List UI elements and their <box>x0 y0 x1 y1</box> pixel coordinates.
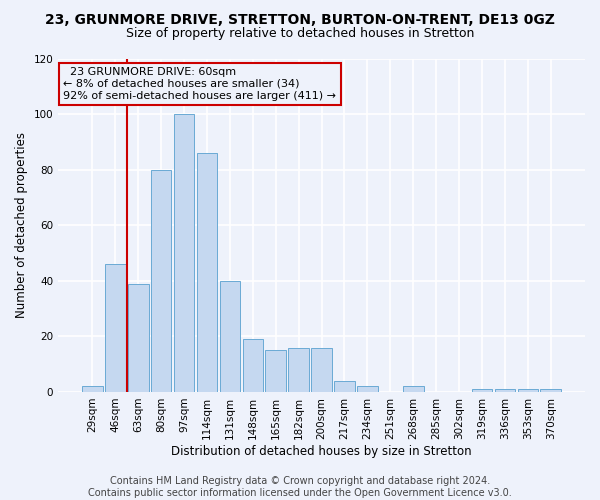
Bar <box>403 386 424 392</box>
Bar <box>105 264 125 392</box>
Bar <box>357 386 378 392</box>
X-axis label: Distribution of detached houses by size in Stretton: Distribution of detached houses by size … <box>171 444 472 458</box>
Bar <box>128 284 149 392</box>
Text: Contains HM Land Registry data © Crown copyright and database right 2024.
Contai: Contains HM Land Registry data © Crown c… <box>88 476 512 498</box>
Bar <box>220 281 240 392</box>
Bar <box>541 389 561 392</box>
Bar <box>472 389 493 392</box>
Bar <box>265 350 286 392</box>
Bar <box>334 381 355 392</box>
Text: 23 GRUNMORE DRIVE: 60sqm
← 8% of detached houses are smaller (34)
92% of semi-de: 23 GRUNMORE DRIVE: 60sqm ← 8% of detache… <box>64 68 337 100</box>
Bar <box>151 170 172 392</box>
Text: 23, GRUNMORE DRIVE, STRETTON, BURTON-ON-TRENT, DE13 0GZ: 23, GRUNMORE DRIVE, STRETTON, BURTON-ON-… <box>45 12 555 26</box>
Bar <box>82 386 103 392</box>
Bar <box>242 339 263 392</box>
Bar <box>289 348 309 392</box>
Y-axis label: Number of detached properties: Number of detached properties <box>15 132 28 318</box>
Bar <box>311 348 332 392</box>
Bar <box>174 114 194 392</box>
Text: Size of property relative to detached houses in Stretton: Size of property relative to detached ho… <box>126 28 474 40</box>
Bar <box>197 154 217 392</box>
Bar <box>494 389 515 392</box>
Bar <box>518 389 538 392</box>
